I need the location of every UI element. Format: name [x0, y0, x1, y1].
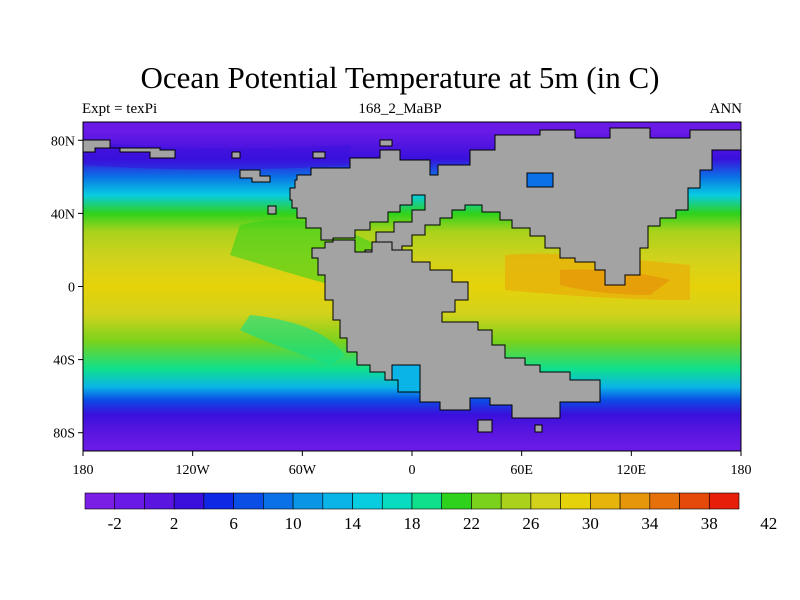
lon-tick-label: 0 [409, 463, 416, 478]
colorbar-swatch [649, 492, 680, 510]
colorbar-label: 22 [463, 514, 480, 533]
lat-tick-label: 40N [51, 207, 75, 222]
map-title: Ocean Potential Temperature at 5m (in C) [140, 60, 660, 95]
longitude-axis: 180 120W 60W 0 60E 120E 180 [73, 451, 752, 478]
colorbar-swatch [471, 492, 502, 510]
colorbar-swatch [352, 492, 383, 510]
colorbar-swatch [84, 492, 116, 510]
colorbar-swatch [590, 492, 621, 510]
colorbar-swatch [144, 492, 175, 510]
inland-sea [526, 172, 554, 188]
colorbar-swatch [292, 492, 324, 510]
run-id-label: 168_2_MaBP [358, 101, 442, 117]
colorbar-label: 38 [701, 514, 718, 533]
colorbar-swatch [203, 492, 234, 510]
colorbar-swatch [560, 492, 591, 510]
colorbar-label: 14 [344, 514, 362, 533]
lon-tick-label: 60E [510, 463, 533, 478]
colorbar-label: 6 [229, 514, 238, 533]
lat-tick-label: 80S [53, 427, 75, 442]
colorbar-label: 18 [404, 514, 421, 533]
lon-tick-label: 120W [176, 463, 211, 478]
lat-tick-label: 0 [68, 281, 75, 296]
colorbar-label: 34 [641, 514, 659, 533]
colorbar-label: 30 [582, 514, 599, 533]
colorbar-swatch [679, 492, 710, 510]
colorbar-swatch [708, 492, 740, 510]
colorbar-swatch [381, 492, 413, 510]
colorbar-swatch [263, 492, 294, 510]
colorbar-label: 26 [522, 514, 539, 533]
colorbar-label: -2 [108, 514, 122, 533]
lon-tick-label: 60W [289, 463, 317, 478]
period-label: ANN [709, 101, 743, 117]
colorbar-label: 10 [285, 514, 302, 533]
colorbar-label: 2 [170, 514, 179, 533]
tongue-south-pacific [240, 315, 345, 365]
lat-tick-label: 40S [53, 354, 75, 369]
southern-gulf [391, 364, 421, 393]
colorbar: -2 2 6 10 14 18 22 26 30 34 38 42 [84, 492, 777, 533]
colorbar-swatch [114, 492, 145, 510]
lon-tick-label: 180 [731, 463, 752, 478]
land [83, 127, 741, 433]
colorbar-swatch [233, 492, 264, 510]
lat-tick-label: 80N [51, 134, 75, 149]
colorbar-swatch [441, 492, 472, 510]
colorbar-swatch [322, 492, 353, 510]
lon-tick-label: 120E [617, 463, 647, 478]
colorbar-label: 42 [760, 514, 777, 533]
arctic-cold-band [83, 140, 350, 170]
lon-tick-label: 180 [73, 463, 94, 478]
colorbar-swatch [530, 492, 561, 510]
colorbar-swatch [173, 492, 205, 510]
colorbar-swatch [619, 492, 651, 510]
latitude-axis: 80N 40N 0 40S 80S [51, 134, 83, 442]
colorbar-swatch [500, 492, 532, 510]
colorbar-swatch [411, 492, 443, 510]
experiment-label: Expt = texPi [82, 101, 158, 117]
